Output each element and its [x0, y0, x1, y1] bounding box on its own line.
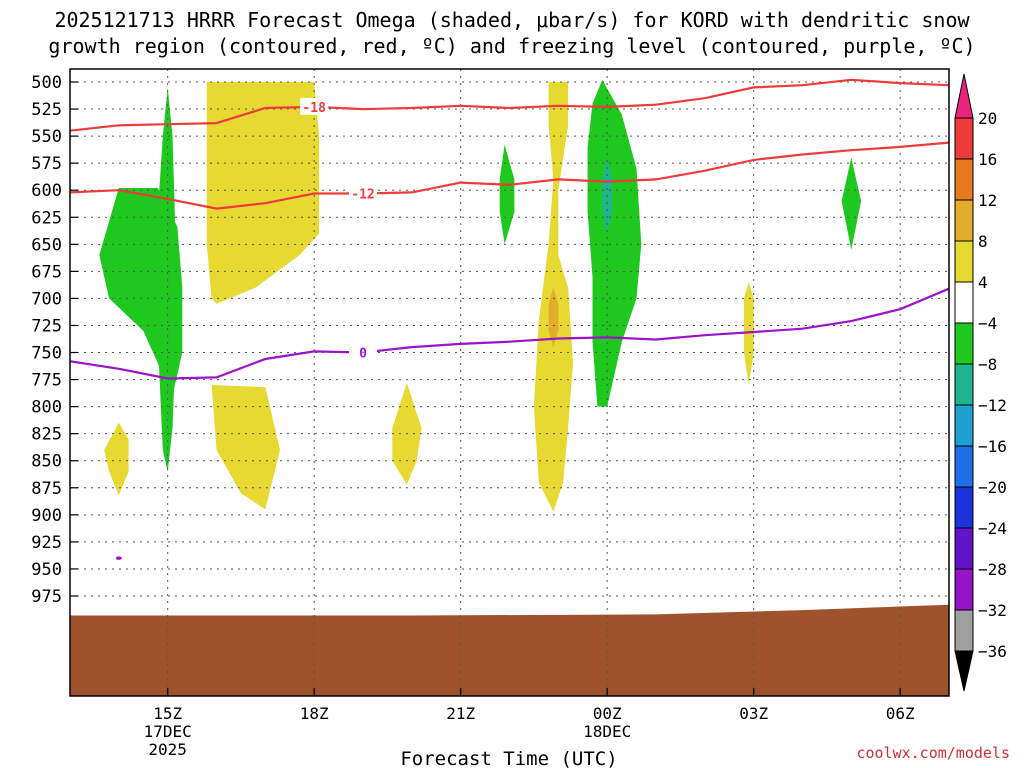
y-tick-label: 525 — [31, 100, 62, 120]
y-tick-label: 800 — [31, 398, 62, 418]
y-tick-label: 875 — [31, 479, 62, 499]
colorbar-swatch — [954, 117, 974, 160]
omega-region-ascent-east — [841, 157, 862, 250]
terrain-fill — [70, 604, 949, 696]
x-tick-year-label: 2025 — [148, 740, 187, 759]
colorbar-swatch — [954, 240, 974, 283]
isotherm-labels: -18 -12 0 — [300, 97, 377, 362]
colorbar-label: −4 — [978, 314, 997, 333]
colorbar-label: −8 — [978, 355, 997, 374]
series-label-0: -18 — [302, 101, 326, 116]
series-label-1: -12 — [351, 187, 374, 202]
omega-region-subsidence-east — [743, 282, 754, 385]
y-tick-label: 650 — [31, 235, 62, 255]
series-line-1 — [70, 141, 949, 210]
colorbar-swatch — [954, 199, 974, 242]
omega-region-subsidence-low-west — [211, 385, 280, 510]
omega-region-subsidence-west — [206, 82, 320, 304]
chart-title-line-2: growth region (contoured, red, ºC) and f… — [48, 34, 976, 58]
y-tick-label: 775 — [31, 371, 62, 391]
colorbar: 20 16 12 8 4 −4 −8 −12 −16 −20 −24 −28 −32 −36 — [954, 73, 1007, 692]
y-tick-label: 550 — [31, 127, 62, 147]
colorbar-label: −12 — [978, 396, 1007, 415]
watermark: coolwx.com/models — [856, 744, 1010, 762]
y-tick-label: 825 — [31, 425, 62, 445]
isotherm-lines — [70, 78, 949, 560]
omega-region-ascent-main — [587, 79, 642, 407]
colorbar-label: −32 — [978, 601, 1007, 620]
x-tick-label: 00Z — [593, 704, 622, 723]
y-tick-label: 750 — [31, 344, 62, 364]
colorbar-bottom-arrow — [954, 650, 974, 692]
y-tick-label: 575 — [31, 154, 62, 174]
series-label-bg — [300, 97, 329, 115]
series-label-bg — [349, 184, 377, 202]
series-label-bg — [349, 343, 377, 361]
series-line-0 — [70, 78, 949, 132]
colorbar-label: −16 — [978, 437, 1007, 456]
y-tick-label: 900 — [31, 506, 62, 526]
colorbar-label: 16 — [978, 150, 997, 169]
colorbar-swatch — [954, 445, 974, 488]
terrain-layer — [70, 604, 949, 696]
colorbar-swatch — [954, 158, 974, 201]
colorbar-label: −24 — [978, 519, 1007, 538]
omega-region-ascent-mid — [499, 144, 515, 245]
colorbar-label: 4 — [978, 273, 988, 292]
isolated-contour-mark — [115, 556, 122, 560]
omega-region-subsidence-column-core — [548, 287, 559, 348]
colorbar-swatch — [954, 363, 974, 406]
x-axis-label: Forecast Time (UTC) — [400, 748, 617, 768]
y-tick-label: 675 — [31, 262, 62, 282]
y-tick-label: 925 — [31, 533, 62, 553]
x-tick-date-label: 17DEC — [144, 722, 192, 741]
colorbar-label: 12 — [978, 191, 997, 210]
colorbar-label: −20 — [978, 478, 1007, 497]
x-tick-date-label: 18DEC — [583, 722, 631, 741]
y-tick-label: 850 — [31, 452, 62, 472]
colorbar-label: 8 — [978, 232, 988, 251]
y-tick-label: 975 — [31, 587, 62, 607]
colorbar-swatch — [954, 527, 974, 570]
x-tick-label: 03Z — [739, 704, 768, 723]
series-label-2: 0 — [359, 347, 367, 362]
y-tick-label: 625 — [31, 208, 62, 228]
chart-title-line-1: 2025121713 HRRR Forecast Omega (shaded, … — [54, 8, 970, 32]
y-tick-label: 950 — [31, 560, 62, 580]
colorbar-swatch — [954, 404, 974, 447]
y-tick-label: 700 — [31, 289, 62, 309]
x-tick-label: 21Z — [446, 704, 475, 723]
plot-frame — [69, 68, 950, 697]
colorbar-label: 20 — [978, 109, 997, 128]
y-axis: 500 525 550 575 600 625 650 675 700 725 750 775 800 8… — [31, 73, 78, 607]
colorbar-swatch — [954, 609, 974, 652]
y-tick-label: 600 — [31, 181, 62, 201]
y-tick-label: 500 — [31, 73, 62, 93]
y-tick-label: 725 — [31, 316, 62, 336]
omega-shading — [99, 79, 862, 512]
x-tick-label: 18Z — [300, 704, 329, 723]
colorbar-label: −28 — [978, 560, 1007, 579]
colorbar-label: −36 — [978, 642, 1007, 661]
colorbar-swatch — [954, 322, 974, 365]
omega-region-subsidence-small-1 — [104, 422, 129, 496]
colorbar-swatch — [954, 281, 974, 324]
colorbar-top-arrow — [954, 73, 974, 119]
colorbar-swatch — [954, 486, 974, 529]
x-tick-label: 15Z — [153, 704, 182, 723]
series-line-2 — [70, 287, 949, 380]
x-tick-label: 06Z — [886, 704, 915, 723]
colorbar-swatch — [954, 568, 974, 611]
